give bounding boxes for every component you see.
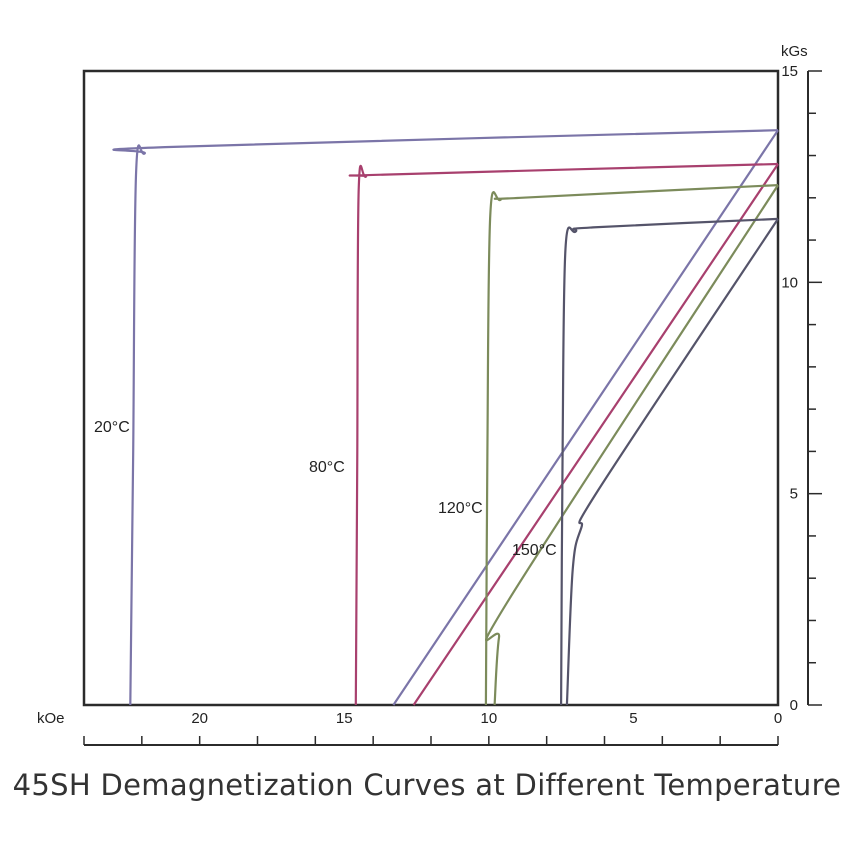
recoil-line-80c — [412, 163, 779, 706]
x-axis: kOe 0 5 10 15 20 — [37, 710, 782, 746]
y-tick-label: 0 — [790, 697, 798, 714]
x-tick-label: 10 — [480, 710, 497, 727]
y-tick-label: 15 — [781, 63, 798, 80]
plot-frame-group — [82, 69, 780, 707]
series-label-80c: 80°C — [309, 459, 345, 476]
recoil-line-20c — [392, 129, 779, 706]
recoil-line-120c — [485, 184, 779, 706]
chart-title: 45SH Demagnetization Curves at Different… — [12, 768, 842, 802]
series-label-150c: 150°C — [512, 542, 557, 559]
x-tick-label: 20 — [191, 710, 208, 727]
bh-curve-20c — [112, 129, 779, 706]
y-unit-label: kGs — [781, 43, 808, 60]
bh-curve-80c — [348, 162, 779, 706]
y-tick-label: 5 — [790, 486, 798, 503]
plot-frame — [82, 69, 780, 707]
series-label-120c: 120°C — [438, 500, 483, 517]
x-tick-label: 0 — [774, 710, 782, 727]
x-tick-label: 15 — [336, 710, 353, 727]
demagnetization-chart: kOe 0 5 10 15 20 kGs 0 5 10 15 20°C 80°C 120°C … — [37, 43, 822, 746]
x-tick-label: 5 — [629, 710, 637, 727]
series-label-20c: 20°C — [94, 419, 130, 436]
bh-curve-120c — [484, 184, 779, 706]
recoil-line-150c — [565, 218, 779, 706]
y-axis: kGs 0 5 10 15 — [781, 43, 822, 714]
x-unit-label: kOe — [37, 710, 65, 727]
curves — [112, 129, 779, 706]
y-tick-label: 10 — [781, 274, 798, 291]
bh-curve-150c — [560, 217, 779, 706]
curve-labels: 20°C 80°C 120°C 150°C — [94, 419, 557, 559]
